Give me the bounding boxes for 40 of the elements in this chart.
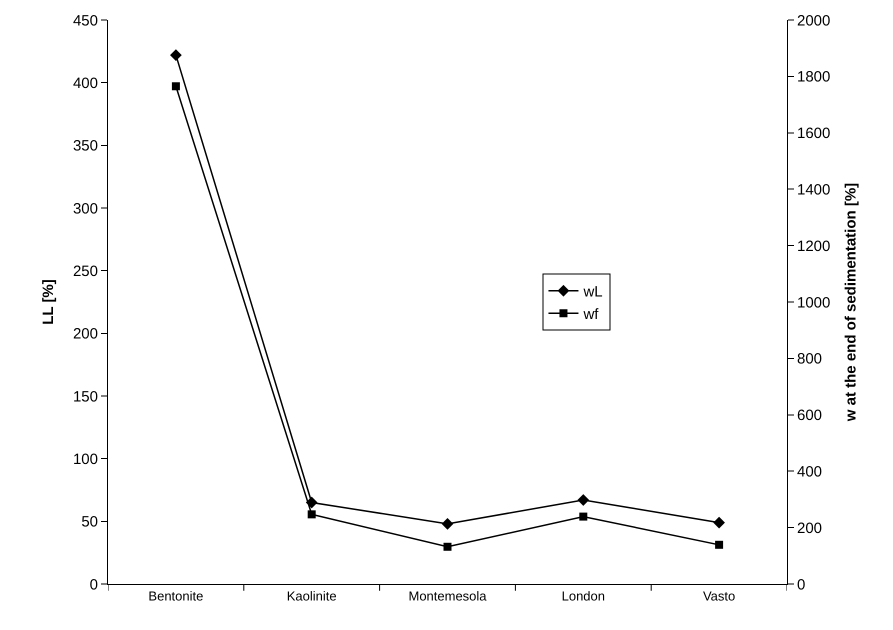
point bbox=[170, 49, 182, 61]
y-tick-label: 400 bbox=[72, 74, 98, 92]
y2-tick-label: 2000 bbox=[797, 12, 830, 30]
point bbox=[306, 496, 318, 508]
y-tick-label: 350 bbox=[72, 138, 98, 155]
x-tick-label: Vasto bbox=[702, 588, 736, 604]
point bbox=[308, 510, 316, 518]
x-tick-label: Montemesola bbox=[408, 588, 488, 604]
y2-tick-label: 800 bbox=[797, 350, 822, 368]
point bbox=[442, 518, 454, 530]
y2-tick-label: 400 bbox=[797, 463, 822, 480]
y-axis-title: LL [%] bbox=[40, 279, 58, 325]
point bbox=[713, 516, 725, 528]
legend-label: wf bbox=[582, 306, 600, 324]
y2-tick-label: 1000 bbox=[797, 294, 830, 312]
y-tick-label: 150 bbox=[72, 388, 98, 406]
point bbox=[172, 82, 180, 90]
point bbox=[577, 494, 590, 506]
y-tick-label: 250 bbox=[72, 262, 98, 280]
x-tick-label: Kaolinite bbox=[286, 588, 337, 604]
point bbox=[715, 540, 724, 549]
y2-tick-label: 1200 bbox=[797, 238, 830, 255]
x-tick-label: London bbox=[562, 588, 605, 604]
legend-label: wL bbox=[582, 284, 603, 301]
y2-tick-label: 1600 bbox=[797, 125, 830, 142]
y2-tick-label: 0 bbox=[797, 576, 806, 594]
y-tick-label: 50 bbox=[81, 514, 98, 531]
point bbox=[579, 512, 588, 521]
y2-tick-label: 600 bbox=[797, 407, 822, 424]
y2-tick-label: 200 bbox=[797, 520, 822, 537]
y-tick-label: 0 bbox=[90, 576, 98, 594]
y2-tick-label: 1800 bbox=[797, 68, 830, 86]
y-tick-label: 300 bbox=[72, 200, 98, 218]
y2-axis-title: w at the end of sedimentation [%] bbox=[842, 182, 860, 422]
y-tick-label: 450 bbox=[72, 12, 98, 30]
y-tick-label: 200 bbox=[72, 326, 98, 343]
x-tick-label: Bentonite bbox=[148, 588, 204, 604]
y2-tick-label: 1400 bbox=[797, 181, 830, 198]
y-tick-label: 100 bbox=[72, 450, 98, 468]
point bbox=[444, 542, 452, 551]
